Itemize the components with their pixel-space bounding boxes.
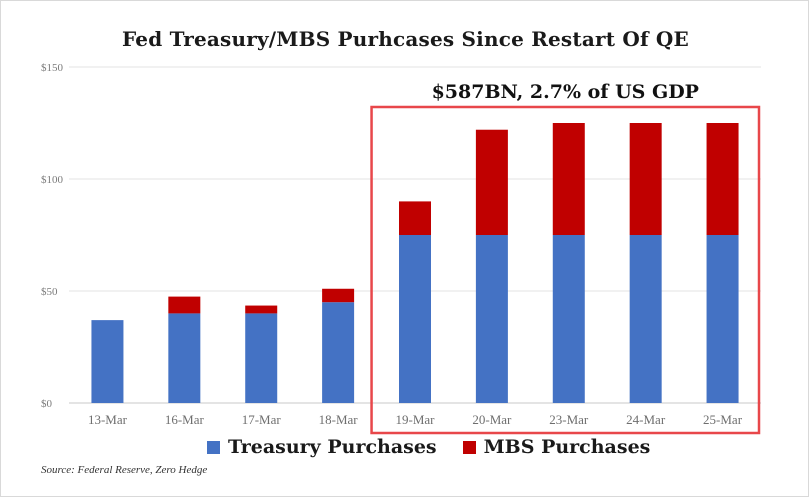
legend-swatch-treasury (207, 440, 220, 454)
x-tick-label: 23-Mar (549, 412, 589, 427)
treasury-bar-13-mar (91, 320, 124, 403)
x-tick-label: 24-Mar (626, 412, 666, 427)
mbs-bar-16-mar (168, 296, 201, 314)
treasury-bar-17-mar (245, 313, 278, 403)
bars (91, 123, 739, 403)
y-axis-ticks: $0 $50 $100 $150 (41, 62, 64, 410)
y-tick-label: $100 (41, 174, 64, 186)
treasury-bar-16-mar (168, 313, 201, 403)
x-axis-ticks: 13-Mar 16-Mar 17-Mar 18-Mar 19-Mar 20-Mar 23-M… (88, 412, 743, 427)
chart-title: Fed Treasury/MBS Purhcases Since Restart… (122, 27, 689, 51)
legend-swatch-mbs (462, 440, 476, 454)
x-tick-label: 18-Mar (319, 412, 359, 427)
x-tick-label: 20-Mar (472, 412, 512, 427)
x-tick-label: 16-Mar (165, 412, 205, 427)
chart-source: Source: Federal Reserve, Zero Hedge (41, 464, 208, 476)
treasury-bar-23-mar (552, 235, 585, 403)
treasury-bar-24-mar (629, 235, 662, 403)
mbs-bar-20-mar (475, 129, 508, 235)
y-tick-label: $0 (41, 398, 53, 410)
legend-label-treasury: Treasury Purchases (228, 436, 437, 458)
highlight-box (370, 105, 761, 435)
mbs-bar-18-mar (322, 288, 355, 303)
treasury-bar-25-mar (706, 235, 739, 403)
mbs-bar-23-mar (552, 123, 585, 235)
legend-item-mbs: MBS Purchases (462, 436, 651, 458)
x-tick-label: 17-Mar (242, 412, 282, 427)
treasury-bar-19-mar (399, 235, 431, 403)
y-tick-label: $50 (41, 286, 58, 298)
legend-label-mbs: MBS Purchases (483, 436, 651, 458)
treasury-bar-18-mar (322, 302, 355, 403)
x-tick-label: 19-Mar (396, 412, 436, 427)
mbs-bar-17-mar (245, 305, 278, 314)
legend-item-treasury: Treasury Purchases (207, 436, 437, 458)
x-tick-label: 25-Mar (703, 412, 743, 427)
treasury-bar-20-mar (475, 235, 508, 403)
x-tick-label: 13-Mar (88, 412, 128, 427)
chart-legend: Treasury Purchases MBS Purchases (207, 434, 676, 460)
y-tick-label: $150 (41, 62, 64, 74)
highlight-annotation: $587BN, 2.7% of US GDP (432, 81, 699, 103)
mbs-bar-19-mar (399, 201, 431, 235)
mbs-bar-25-mar (706, 123, 739, 235)
mbs-bar-24-mar (629, 123, 662, 235)
